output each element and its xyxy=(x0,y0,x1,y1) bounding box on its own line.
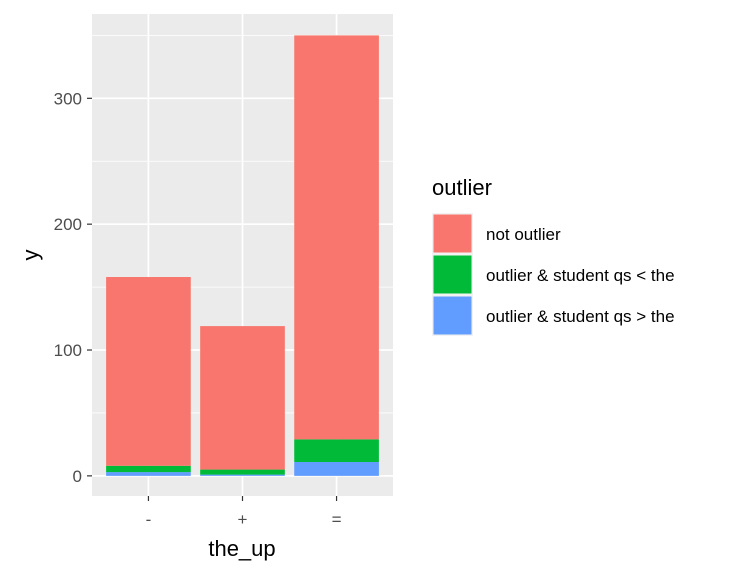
legend-swatch xyxy=(433,296,472,335)
x-tick-label: + xyxy=(238,510,248,529)
bar-segment xyxy=(294,439,379,463)
x-tick-label: = xyxy=(332,510,342,529)
y-tick-label: 300 xyxy=(54,89,82,108)
bar-segment xyxy=(200,469,285,475)
y-tick-label: 200 xyxy=(54,215,82,234)
legend-title: outlier xyxy=(432,175,492,200)
x-tick-label: - xyxy=(146,510,152,529)
y-tick-label: 100 xyxy=(54,341,82,360)
bar-segment xyxy=(294,462,379,476)
bar-segment xyxy=(106,465,191,473)
bar-segment xyxy=(200,326,285,470)
bar-segment xyxy=(106,277,191,466)
legend-label: not outlier xyxy=(486,225,561,244)
bars xyxy=(106,35,379,476)
legend-swatch xyxy=(433,255,472,294)
bar-segment xyxy=(200,474,285,476)
bar-segment xyxy=(294,35,379,440)
legend-label: outlier & student qs > the xyxy=(486,307,675,326)
x-axis-title: the_up xyxy=(208,536,275,561)
legend: not outlier outlier & student qs < the out… xyxy=(432,213,675,336)
y-tick-label: 0 xyxy=(73,467,82,486)
x-axis: - + = xyxy=(146,496,342,529)
bar-segment xyxy=(106,472,191,476)
legend-swatch xyxy=(433,214,472,253)
y-axis: 0 100 200 300 xyxy=(54,89,92,486)
y-axis-title: y xyxy=(18,250,43,261)
legend-label: outlier & student qs < the xyxy=(486,266,675,285)
